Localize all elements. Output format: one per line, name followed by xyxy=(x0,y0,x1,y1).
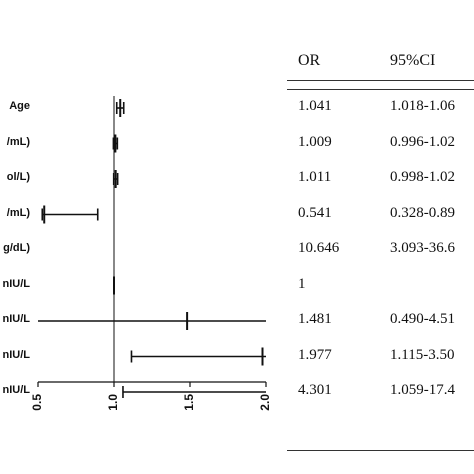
x-tick-label: 2.0 xyxy=(258,394,272,411)
x-tick-label: 0.5 xyxy=(30,394,44,411)
ci-value: 0.328-0.89 xyxy=(390,204,455,221)
or-value: 0.541 xyxy=(298,204,332,221)
row-label: nIU/L xyxy=(2,384,31,396)
or-value: 4.301 xyxy=(298,382,332,398)
row-label: Age xyxy=(9,100,30,112)
or-value: 1.041 xyxy=(298,98,332,114)
x-tick-label: 1.5 xyxy=(182,394,196,411)
ci-value: 1.018-1.06 xyxy=(390,98,455,114)
ci-value: 0.490-4.51 xyxy=(390,311,455,327)
or-header: OR xyxy=(298,52,321,69)
row-label: /mL) xyxy=(6,135,30,148)
ci-value: 0.998-1.02 xyxy=(390,169,455,185)
row-label: nIU/L xyxy=(2,348,31,361)
or-value: 1.481 xyxy=(298,311,332,327)
row-label: nIU/L xyxy=(2,313,31,325)
or-value: 1.977 xyxy=(298,346,332,363)
row-label: g/dL) xyxy=(3,242,30,254)
or-value: 1.011 xyxy=(298,169,332,185)
ci-value: 1.115-3.50 xyxy=(390,346,455,363)
ci-value: 1.059-17.4 xyxy=(390,382,455,398)
row-label: ol/L) xyxy=(6,171,30,183)
or-value: 1 xyxy=(298,275,306,292)
table-header-rule xyxy=(287,89,474,90)
ci-value: 0.996-1.02 xyxy=(390,133,455,150)
ci-header: 95%CI xyxy=(390,52,436,69)
x-tick-label: 1.0 xyxy=(106,394,120,411)
ci-value: 3.093-36.6 xyxy=(390,240,455,256)
row-label: /mL) xyxy=(6,206,30,219)
or-value: 1.009 xyxy=(298,133,332,150)
table-bottom-rule xyxy=(287,450,474,451)
or-value: 10.646 xyxy=(298,240,340,256)
row-label: nIU/L xyxy=(2,277,31,290)
table-top-rule xyxy=(287,80,474,81)
